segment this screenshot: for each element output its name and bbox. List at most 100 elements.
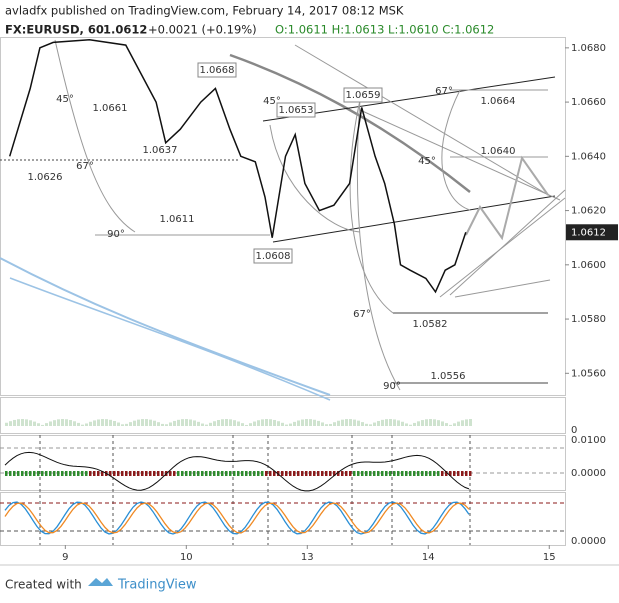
volume-bar (469, 419, 472, 426)
osc-bar (57, 471, 60, 476)
volume-bar (177, 419, 180, 426)
osc-bar (133, 471, 136, 476)
volume-bar (225, 419, 228, 426)
volume-bar (325, 424, 328, 426)
volume-bar (33, 421, 36, 426)
stoch-d (4, 502, 470, 534)
annotation: 90° (107, 229, 125, 240)
volume-bar (57, 419, 60, 426)
pane-tick-label: 0.0000 (571, 468, 606, 479)
footer-created: Created with (5, 578, 82, 592)
y-tick-label: 1.0560 (571, 368, 606, 379)
osc-bar (213, 471, 216, 476)
volume-bar (317, 420, 320, 426)
volume-bar (273, 419, 276, 426)
volume-bar (25, 419, 28, 426)
osc-bar (413, 471, 416, 476)
volume-bar (461, 420, 464, 426)
osc-bar (65, 471, 68, 476)
volume-bar (21, 419, 24, 426)
price-line (8, 38, 467, 294)
annotation: 45° (418, 156, 436, 167)
drawings (0, 39, 566, 401)
osc-bar (397, 471, 400, 476)
osc-bar (373, 471, 376, 476)
volume-bar (149, 419, 152, 426)
osc-bar (409, 471, 412, 476)
volume-bar (349, 419, 352, 426)
osc-bar (201, 471, 204, 476)
osc-bar (181, 471, 184, 476)
osc-bar (197, 471, 200, 476)
volume-bar (201, 423, 204, 426)
osc-bar (349, 471, 352, 476)
volume-bar (73, 421, 76, 426)
osc-bar (69, 471, 72, 476)
osc-bar (321, 471, 324, 476)
osc-bar (365, 471, 368, 476)
osc-bar (393, 471, 396, 476)
volume-bar (165, 424, 168, 426)
annotation: 1.0661 (93, 103, 128, 114)
ohlc: O:1.0611 H:1.0613 L:1.0610 C:1.0612 (275, 23, 494, 37)
volume-bar (345, 419, 348, 426)
osc-bar (145, 471, 148, 476)
osc-bar (189, 471, 192, 476)
osc-bar (117, 471, 120, 476)
volume-bar (49, 421, 52, 426)
osc-bar (269, 471, 272, 476)
volume-bar (321, 422, 324, 426)
osc-bar (341, 471, 344, 476)
volume-bar (145, 419, 148, 426)
y-tick-label: 1.0620 (571, 206, 606, 217)
volume-bar (465, 419, 468, 426)
volume-bar (361, 422, 364, 426)
osc-bar (445, 471, 448, 476)
volume-bar (441, 421, 444, 426)
osc-bar (205, 471, 208, 476)
osc-bar (353, 471, 356, 476)
pane-tick-label: 0 (571, 425, 577, 436)
volume-bar (65, 419, 68, 426)
osc-bar (209, 471, 212, 476)
volume-bar (93, 420, 96, 426)
osc-bar (157, 471, 160, 476)
volume-bar (129, 422, 132, 426)
change: +0.0021 (+0.19%) (148, 23, 257, 37)
y-tick-label: 1.0640 (571, 151, 606, 162)
osc-bar (49, 471, 52, 476)
volume-bar (293, 421, 296, 426)
volume-bar (81, 424, 84, 426)
osc-bar (297, 471, 300, 476)
osc-bar (137, 471, 140, 476)
macd-line (4, 451, 470, 492)
osc-bar (53, 471, 56, 476)
osc-bar (425, 471, 428, 476)
volume-bar (157, 422, 160, 426)
volume-bar (281, 422, 284, 426)
volume-bar (277, 421, 280, 426)
y-tick-label: 1.0600 (571, 260, 606, 271)
osc-bar (369, 471, 372, 476)
osc-bar (465, 471, 468, 476)
osc-bar (173, 471, 176, 476)
volume-bar (265, 419, 268, 426)
volume-bar (337, 420, 340, 426)
volume-bar (53, 420, 56, 426)
osc-bar (101, 471, 104, 476)
volume-bar (101, 419, 104, 426)
volume-bar (385, 419, 388, 426)
volume-bar (109, 419, 112, 426)
volume-bar (405, 423, 408, 426)
volume-bar (125, 423, 128, 426)
osc-bar (249, 471, 252, 476)
symbol: FX:EURUSD, 60 (5, 23, 104, 37)
annotation: 1.0664 (481, 96, 516, 107)
indicators (0, 419, 565, 545)
osc-bar (161, 471, 164, 476)
osc-bar (233, 471, 236, 476)
volume-bar (161, 423, 164, 426)
osc-bar (405, 471, 408, 476)
osc-bar (125, 471, 128, 476)
